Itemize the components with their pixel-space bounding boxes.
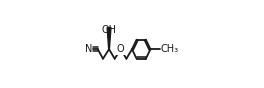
Text: O: O <box>117 44 125 54</box>
Text: N: N <box>84 44 92 54</box>
Text: OH: OH <box>102 25 116 35</box>
Polygon shape <box>107 28 111 49</box>
Text: CH₃: CH₃ <box>160 44 178 54</box>
